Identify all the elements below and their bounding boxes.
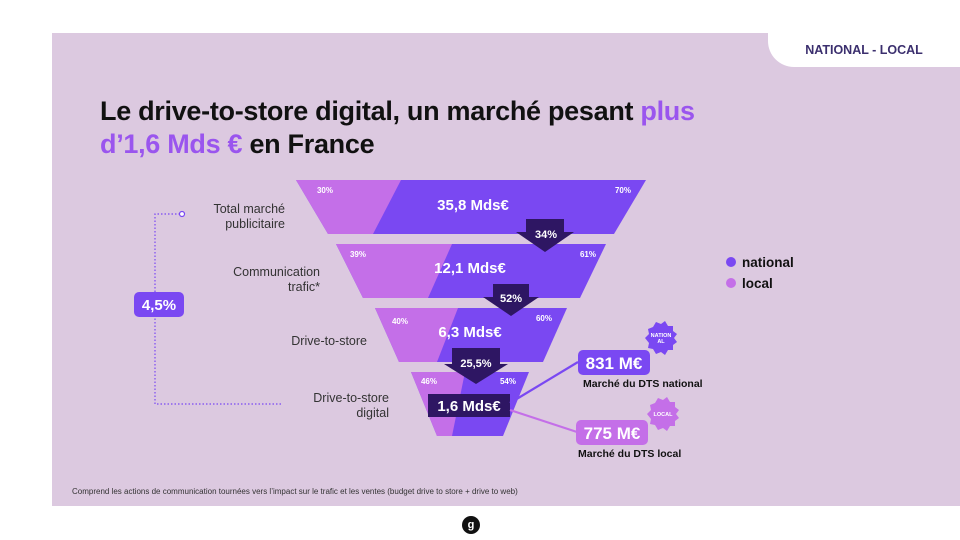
funnel-level-3-local <box>375 308 458 362</box>
national-badge: NATION AL <box>645 321 677 355</box>
local-connector <box>509 408 578 434</box>
ratio-3-text: 25,5% <box>460 358 491 370</box>
footnote: Comprend les actions de communication to… <box>72 487 518 496</box>
level-label-communication-text: Communication trafic* <box>233 265 320 294</box>
title-highlight-amount: d’1,6 Mds € <box>100 129 243 159</box>
level-4-national-pct: 54% <box>500 377 516 386</box>
page-title: Le drive-to-store digital, un marché pes… <box>100 95 695 161</box>
section-tag: NATIONAL - LOCAL <box>768 33 960 67</box>
level-2-value: 12,1 Mds€ <box>434 260 506 277</box>
level-4-value: 1,6 Mds€ <box>437 398 501 415</box>
level-label-communication: Communication trafic* <box>180 265 320 295</box>
level-4-local-pct: 46% <box>421 377 437 386</box>
level-label-drive-to-store: Drive-to-store <box>245 334 367 349</box>
title-text: Le drive-to-store digital, un marché pes… <box>100 96 641 126</box>
ratio-arrow-2: 52% <box>483 284 539 316</box>
ratio-arrow-3: 25,5% <box>444 348 508 384</box>
local-callout-box <box>576 420 648 445</box>
level-2-national-pct: 61% <box>580 250 596 259</box>
local-callout-label: Marché du DTS local <box>578 448 681 460</box>
level-label-total-text: Total marché publicitaire <box>213 202 285 231</box>
level-4-value-box <box>428 394 510 417</box>
national-callout-label: Marché du DTS national <box>583 378 703 390</box>
legend-national-dot <box>726 257 736 267</box>
local-badge-text: LOCAL <box>654 412 674 418</box>
level-2-local-pct: 39% <box>350 250 366 259</box>
level-label-drive-to-store-text: Drive-to-store <box>291 334 367 348</box>
bracket-dot <box>178 210 186 218</box>
legend-local-dot <box>726 278 736 288</box>
ratio-2-text: 52% <box>500 293 522 305</box>
title-text-end: en France <box>242 129 375 159</box>
ratio-1-text: 34% <box>535 229 557 241</box>
funnel-level-2-local <box>336 244 452 298</box>
ratio-arrow-1: 34% <box>516 219 574 252</box>
level-label-dts-digital-text: Drive-to-store digital <box>313 391 389 420</box>
level-1-national-pct: 70% <box>615 186 631 195</box>
level-3-national-pct: 60% <box>536 314 552 323</box>
title-highlight: plus <box>640 96 695 126</box>
level-label-total: Total marché publicitaire <box>165 202 285 232</box>
level-label-dts-digital: Drive-to-store digital <box>260 391 389 421</box>
national-badge-text-2: AL <box>657 339 665 345</box>
national-callout-value: 831 M€ <box>586 354 643 373</box>
local-badge: LOCAL <box>647 397 679 431</box>
overall-ratio-badge <box>134 292 184 317</box>
local-callout-value: 775 M€ <box>584 424 641 443</box>
national-badge-text-1: NATION <box>651 333 672 339</box>
national-connector <box>509 361 579 404</box>
legend-national-label: national <box>742 255 794 270</box>
legend-local-label: local <box>742 276 773 291</box>
funnel-level-1-local <box>296 180 401 234</box>
level-3-value: 6,3 Mds€ <box>438 324 502 341</box>
level-1-local-pct: 30% <box>317 186 333 195</box>
brand-logo: g <box>462 516 480 534</box>
level-1-value: 35,8 Mds€ <box>437 197 509 214</box>
level-3-local-pct: 40% <box>392 317 408 326</box>
overall-ratio-text: 4,5% <box>142 297 176 314</box>
national-callout-box <box>578 350 650 375</box>
